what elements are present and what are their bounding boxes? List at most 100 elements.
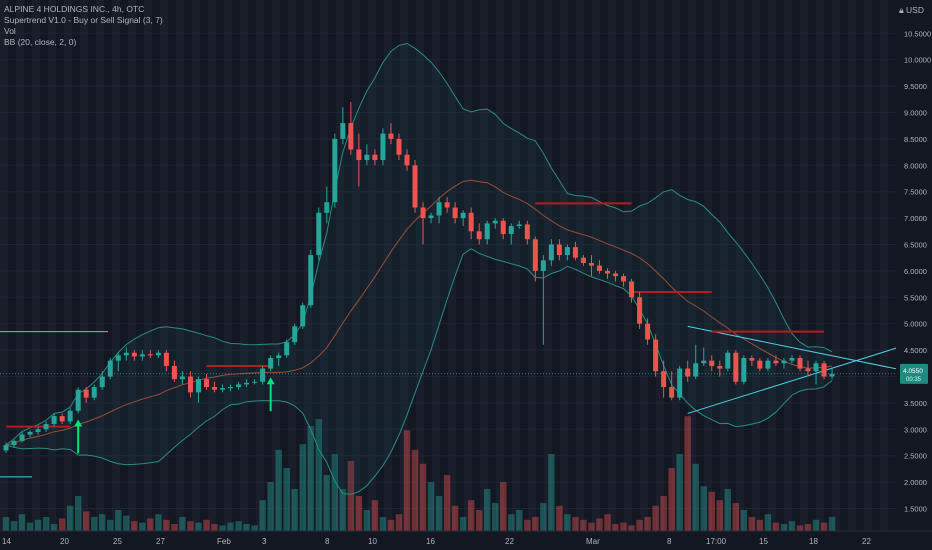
time-tick-label: 14 xyxy=(2,537,11,546)
session-stripe xyxy=(336,0,344,531)
volume-bar xyxy=(540,503,547,531)
volume-bar xyxy=(427,482,435,531)
volume-histogram xyxy=(2,416,836,531)
volume-bar xyxy=(34,519,42,531)
bb-basis-line xyxy=(5,179,833,446)
volume-bar xyxy=(500,482,507,531)
price-axis[interactable]: 10.5000 10.0000 9.5000 9.0000 8.5000 8.0000 7.… xyxy=(900,29,931,514)
session-stripe xyxy=(656,0,664,531)
time-axis[interactable]: 14 20 25 27 Feb 3 8 10 16 22 Mar 8 17:00 15 18 22 xyxy=(0,530,932,546)
candle-body xyxy=(300,305,306,327)
candle-body xyxy=(596,265,602,271)
volume-bar xyxy=(411,449,419,531)
candle-body xyxy=(436,202,442,216)
volume-bar xyxy=(660,496,667,531)
time-tick-label: 8 xyxy=(325,537,330,546)
candle-body xyxy=(59,416,65,422)
volume-bar xyxy=(548,454,555,531)
session-stripe xyxy=(128,0,136,531)
candle-body xyxy=(348,123,354,150)
session-stripe xyxy=(448,0,456,531)
time-tick-label: 25 xyxy=(113,537,122,546)
candle-body xyxy=(741,358,747,382)
volume-bar xyxy=(50,524,58,531)
candle-body xyxy=(725,352,731,369)
candle-body xyxy=(388,133,394,139)
candle-body xyxy=(685,368,691,377)
candle-body xyxy=(123,352,129,356)
session-stripe xyxy=(688,0,696,531)
candle-body xyxy=(749,358,755,361)
price-tick-label: 5.5000 xyxy=(904,293,927,302)
candle-body xyxy=(11,440,17,446)
volume-bar xyxy=(147,518,154,531)
trend-lines xyxy=(0,325,897,478)
candle-body xyxy=(476,231,482,240)
price-tick-label: 3.0000 xyxy=(904,425,927,434)
volume-bar xyxy=(572,517,579,531)
volume-bar xyxy=(628,525,635,531)
volume-bar xyxy=(83,511,90,531)
session-stripe xyxy=(864,0,872,531)
volume-bar xyxy=(676,454,683,531)
candle-body xyxy=(709,360,715,366)
candle-body xyxy=(468,212,474,232)
currency-selector[interactable]: 🔒︎ USD xyxy=(899,5,924,16)
session-stripe xyxy=(352,0,360,531)
volume-bar xyxy=(99,514,106,531)
volume-bar xyxy=(267,482,274,531)
candle-body xyxy=(588,262,594,266)
bollinger-indicator-label[interactable]: BB (20, close, 2, 0) xyxy=(4,37,77,47)
volume-bar xyxy=(532,517,539,531)
candle-body xyxy=(605,270,610,274)
volume-bar xyxy=(724,489,731,531)
session-stripe xyxy=(496,0,504,531)
candle-body xyxy=(613,273,619,277)
volume-bar xyxy=(235,521,242,531)
volume-bar xyxy=(307,426,314,531)
volume-bar xyxy=(516,510,523,531)
session-stripe xyxy=(384,0,392,531)
volume-bar xyxy=(820,522,828,531)
candle-body xyxy=(83,389,89,398)
candle-body xyxy=(452,207,458,219)
volume-indicator-label[interactable]: Vol xyxy=(4,26,16,36)
volume-bar xyxy=(211,524,218,531)
supertrend-indicator-label[interactable]: Supertrend V1.0 - Buy or Sell Signal (3,… xyxy=(4,15,163,25)
session-stripe xyxy=(432,0,440,531)
volume-bar xyxy=(716,500,723,531)
time-tick-label: 20 xyxy=(60,537,69,546)
volume-bar xyxy=(636,519,643,531)
candle-body xyxy=(236,384,242,388)
session-stripe xyxy=(576,0,584,531)
volume-bar xyxy=(395,514,403,531)
volume-bar xyxy=(139,522,146,531)
volume-bar xyxy=(796,525,804,531)
price-tick-label: 9.0000 xyxy=(904,109,927,118)
candle-body xyxy=(428,215,434,219)
volume-bar xyxy=(26,522,34,531)
candle-body xyxy=(420,207,426,219)
volume-bar xyxy=(764,514,772,531)
volume-bar xyxy=(275,449,282,531)
candle-body xyxy=(653,339,659,372)
volume-bar xyxy=(91,517,98,531)
candle-body xyxy=(356,149,362,161)
session-stripe xyxy=(848,0,856,531)
candle-body xyxy=(316,212,322,256)
volume-bar xyxy=(403,430,411,531)
price-tick-label: 7.0000 xyxy=(904,214,927,223)
volume-bar xyxy=(347,461,355,531)
session-stripe xyxy=(800,0,808,531)
time-tick-label: 8 xyxy=(667,537,672,546)
session-stripe xyxy=(704,0,712,531)
candle-body xyxy=(717,365,723,369)
candle-body xyxy=(340,123,346,139)
symbol-title[interactable]: ALPINE 4 HOLDINGS INC., 4h, OTC xyxy=(4,4,145,14)
volume-bar xyxy=(74,496,82,531)
candle-body xyxy=(27,431,33,435)
volume-bar xyxy=(451,505,459,531)
volume-bar xyxy=(644,517,651,531)
candle-body xyxy=(829,373,835,377)
